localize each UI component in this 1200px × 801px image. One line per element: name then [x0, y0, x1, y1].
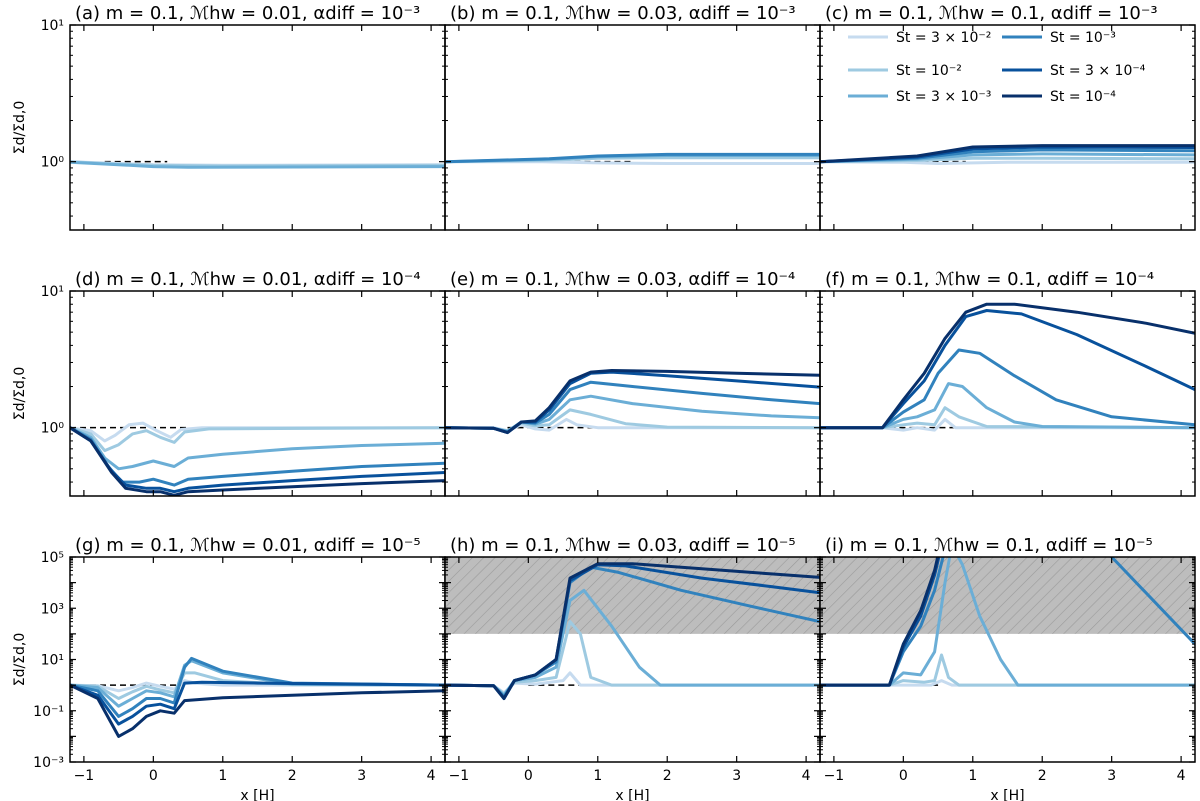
axes-frame	[69, 24, 446, 231]
series-line	[820, 406, 1195, 430]
series-line	[70, 680, 445, 726]
legend: St = 3 × 10⁻² St = 10⁻² St = 3 × 10⁻³ St = …	[848, 30, 1146, 105]
panel-title: (c) m = 0.1, ℳhw = 0.1, αdiff = 10⁻³	[825, 3, 1158, 24]
y-tick-label: 10¹	[41, 284, 64, 300]
series-line	[445, 369, 820, 435]
x-tick-label: 1	[593, 768, 602, 784]
series-line	[820, 302, 1195, 430]
series-line	[445, 562, 820, 700]
series-line	[70, 659, 445, 708]
x-tick-label: −1	[74, 768, 95, 784]
panel-title: (a) m = 0.1, ℳhw = 0.01, αdiff = 10⁻³	[75, 3, 420, 24]
x-tick-label: 2	[663, 768, 672, 784]
series-line	[70, 679, 445, 693]
y-tick-label: 10⁰	[41, 155, 65, 171]
panel-c: (c) m = 0.1, ℳhw = 0.1, αdiff = 10⁻³	[819, 3, 1196, 231]
panel-g: (g) m = 0.1, ℳhw = 0.01, αdiff = 10⁻⁵ −1 0…	[12, 535, 446, 801]
series-line	[70, 160, 445, 169]
panel-title: (g) m = 0.1, ℳhw = 0.01, αdiff = 10⁻⁵	[75, 535, 421, 556]
legend-label: St = 3 × 10⁻³	[896, 89, 991, 105]
series-line	[70, 426, 445, 471]
panel-title: (h) m = 0.1, ℳhw = 0.03, αdiff = 10⁻⁵	[450, 535, 796, 556]
panel-i: (i) m = 0.1, ℳhw = 0.1, αdiff = 10⁻⁵ −1 0 1…	[819, 535, 1196, 801]
x-tick-label: 4	[802, 768, 811, 784]
y-tick-label: 10⁵	[41, 550, 64, 566]
panel-f: (f) m = 0.1, ℳhw = 0.1, αdiff = 10⁻⁴	[819, 269, 1196, 497]
axes-frame	[819, 290, 1196, 497]
shaded-region	[820, 557, 1195, 634]
panel-title: (d) m = 0.1, ℳhw = 0.01, αdiff = 10⁻⁴	[75, 269, 421, 290]
panel-d: (d) m = 0.1, ℳhw = 0.01, αdiff = 10⁻⁴ 10¹…	[12, 269, 446, 497]
panel-h: (h) m = 0.1, ℳhw = 0.03, αdiff = 10⁻⁵ −1 0…	[444, 535, 821, 801]
legend-label: St = 3 × 10⁻²	[896, 30, 991, 46]
x-tick-label: −1	[824, 768, 845, 784]
panel-title: (f) m = 0.1, ℳhw = 0.1, αdiff = 10⁻⁴	[825, 269, 1154, 290]
axes-frame	[444, 290, 821, 497]
x-tick-label: 0	[524, 768, 533, 784]
axes-frame	[819, 24, 1196, 231]
panel-a: (a) m = 0.1, ℳhw = 0.01, αdiff = 10⁻³ 10¹…	[12, 3, 446, 231]
x-axis-label: x [H]	[615, 788, 649, 801]
series-line	[70, 683, 445, 738]
legend-label: St = 10⁻³	[1050, 30, 1116, 46]
x-tick-label: 3	[1107, 768, 1116, 784]
y-tick-label: 10¹	[41, 653, 64, 669]
panel-e: (e) m = 0.1, ℳhw = 0.03, αdiff = 10⁻⁴	[444, 269, 821, 497]
y-tick-label: 10¹	[41, 18, 64, 34]
y-tick-label: 10³	[41, 601, 64, 617]
panel-title: (e) m = 0.1, ℳhw = 0.03, αdiff = 10⁻⁴	[450, 269, 795, 290]
panel-b: (b) m = 0.1, ℳhw = 0.03, αdiff = 10⁻³	[444, 3, 821, 231]
series-line	[70, 426, 445, 453]
y-axis-label: Σd/Σd,0	[12, 101, 28, 155]
y-tick-label: 10⁰	[41, 421, 65, 437]
series-line	[820, 309, 1195, 430]
x-tick-label: 2	[288, 768, 297, 784]
x-tick-label: 4	[427, 768, 436, 784]
panel-title: (i) m = 0.1, ℳhw = 0.1, αdiff = 10⁻⁵	[825, 535, 1153, 556]
x-tick-label: 0	[899, 768, 908, 784]
series-line	[70, 421, 445, 443]
series-line	[820, 653, 1195, 687]
series-line	[445, 671, 820, 695]
y-tick-label: 10⁻¹	[33, 704, 64, 720]
x-tick-label: 3	[357, 768, 366, 784]
axes-frame	[444, 24, 821, 231]
series-line	[820, 557, 940, 687]
x-tick-label: 3	[732, 768, 741, 784]
series-line	[820, 382, 1195, 430]
series-line	[445, 152, 820, 164]
x-tick-label: 2	[1038, 768, 1047, 784]
x-axis-label: x [H]	[240, 788, 274, 801]
y-tick-label: 10⁻³	[33, 755, 64, 771]
y-axis-label: Σd/Σd,0	[12, 633, 28, 687]
series-line	[70, 426, 445, 496]
legend-label: St = 3 × 10⁻⁴	[1050, 63, 1146, 79]
x-tick-label: 1	[968, 768, 977, 784]
series-line	[70, 656, 445, 718]
x-tick-label: 1	[218, 768, 227, 784]
x-tick-label: 4	[1177, 768, 1186, 784]
legend-label: St = 10⁻²	[896, 63, 962, 79]
panel-title: (b) m = 0.1, ℳhw = 0.03, αdiff = 10⁻³	[450, 3, 796, 24]
series-line	[820, 557, 1195, 687]
legend-label: St = 10⁻⁴	[1050, 89, 1116, 105]
series-line	[820, 348, 1195, 430]
shaded-region	[445, 557, 820, 634]
y-axis-label: Σd/Σd,0	[12, 367, 28, 421]
x-tick-label: 0	[149, 768, 158, 784]
x-axis-label: x [H]	[990, 788, 1024, 801]
x-tick-label: −1	[449, 768, 470, 784]
series-line	[820, 144, 1195, 164]
